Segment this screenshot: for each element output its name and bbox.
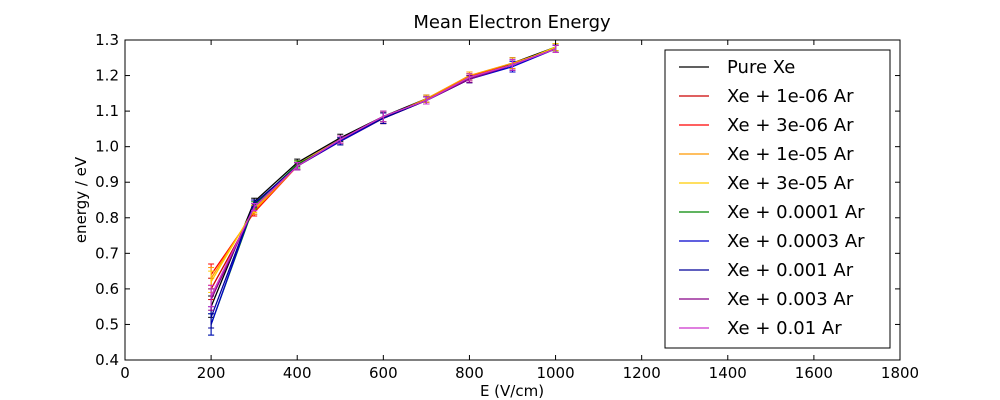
legend: Pure Xe Xe + 1e-06 Ar Xe + 3e-06 Ar Xe + 1e… — [664, 49, 891, 349]
legend-label: Xe + 1e-06 Ar — [727, 86, 854, 107]
y-tick-label: 0.6 — [95, 280, 119, 298]
y-tick-label: 0.9 — [95, 173, 119, 191]
series-5 — [208, 44, 559, 336]
legend-label: Xe + 0.0003 Ar — [727, 231, 865, 252]
series-line — [210, 46, 556, 283]
series-line — [210, 48, 556, 325]
series-line — [210, 48, 556, 297]
series-4 — [208, 43, 559, 293]
y-tick-label: 0.7 — [95, 244, 119, 262]
series-line — [210, 46, 556, 307]
x-tick-label: 0 — [120, 364, 130, 382]
series-line — [210, 48, 556, 279]
plot-area — [208, 43, 559, 336]
legend-item: Xe + 0.003 Ar — [679, 289, 854, 310]
legend-label: Xe + 0.01 Ar — [727, 318, 842, 339]
series-line — [210, 48, 556, 325]
legend-label: Xe + 1e-05 Ar — [727, 144, 854, 165]
legend-item: Xe + 3e-06 Ar — [679, 115, 854, 136]
series-3 — [208, 44, 559, 290]
series-line — [210, 48, 556, 290]
legend-label: Xe + 0.003 Ar — [727, 289, 854, 310]
legend-label: Xe + 3e-05 Ar — [727, 173, 854, 194]
legend-label: Xe + 0.001 Ar — [727, 260, 854, 281]
y-tick-label: 0.4 — [95, 351, 119, 369]
y-axis-label: energy / eV — [72, 156, 90, 243]
axis-ticks: 0 200 400 600 800 1000 1200 1400 1600 1800 0.4 0.5 0… — [95, 31, 919, 382]
x-tick-label: 1400 — [709, 364, 747, 382]
series-6 — [208, 44, 559, 336]
series-9 — [208, 44, 559, 308]
x-tick-label: 600 — [369, 364, 398, 382]
y-tick-label: 1.3 — [95, 31, 119, 49]
x-tick-label: 1800 — [881, 364, 919, 382]
legend-item: Xe + 0.01 Ar — [679, 318, 842, 339]
y-tick-label: 0.5 — [95, 315, 119, 333]
y-tick-label: 1.2 — [95, 67, 119, 85]
x-tick-label: 1000 — [536, 364, 574, 382]
series-8 — [208, 44, 559, 311]
x-tick-label: 1200 — [623, 364, 661, 382]
legend-item: Xe + 0.0003 Ar — [679, 231, 865, 252]
x-tick-label: 800 — [455, 364, 484, 382]
plot-frame — [124, 39, 901, 361]
series-2 — [208, 44, 559, 286]
legend-label: Pure Xe — [727, 57, 795, 78]
legend-label: Xe + 3e-06 Ar — [727, 115, 854, 136]
legend-item: Xe + 1e-05 Ar — [679, 144, 854, 165]
legend-item: Xe + 0.0001 Ar — [679, 202, 865, 223]
legend-item: Xe + 0.001 Ar — [679, 260, 854, 281]
y-tick-label: 1.1 — [95, 102, 119, 120]
series-line — [210, 48, 556, 318]
series-0 — [208, 43, 559, 318]
legend-label: Xe + 0.0001 Ar — [727, 202, 865, 223]
x-tick-label: 400 — [283, 364, 312, 382]
y-tick-label: 1.0 — [95, 138, 119, 156]
legend-item: Pure Xe — [679, 57, 795, 78]
legend-item: Xe + 3e-05 Ar — [679, 173, 854, 194]
y-tick-label: 0.8 — [95, 209, 119, 227]
series-7 — [208, 44, 559, 329]
series-line — [210, 48, 556, 300]
legend-item: Xe + 1e-06 Ar — [679, 86, 854, 107]
x-tick-label: 200 — [197, 364, 226, 382]
x-axis-label: E (V/cm) — [480, 382, 544, 400]
series-line — [210, 48, 556, 276]
x-tick-label: 1600 — [795, 364, 833, 382]
chart-title: Mean Electron Energy — [413, 12, 611, 33]
legend-box — [664, 49, 891, 349]
series-1 — [208, 44, 559, 301]
